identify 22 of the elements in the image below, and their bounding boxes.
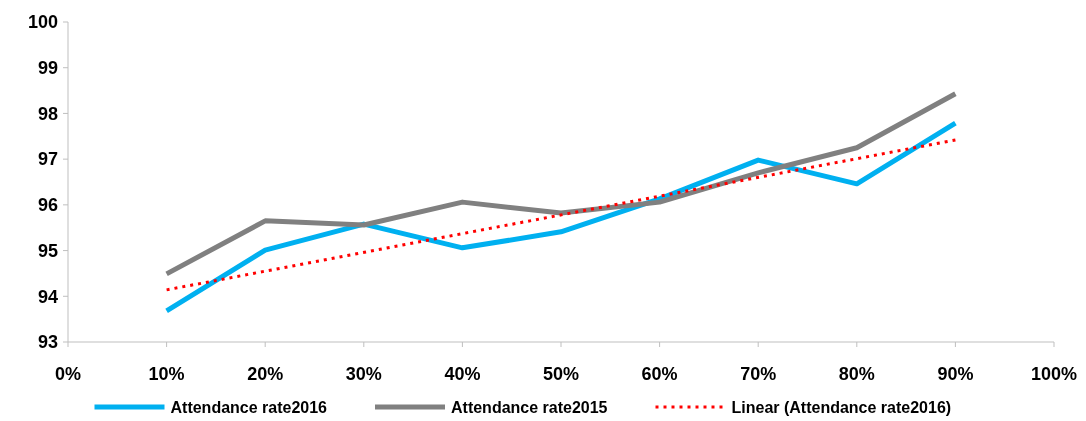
x-tick-label: 30%	[345, 364, 382, 384]
y-tick-label: 95	[37, 240, 58, 261]
x-tick-label: 10%	[148, 364, 185, 384]
y-tick-label: 96	[37, 195, 58, 216]
legend-label: Attendance rate2015	[451, 398, 608, 416]
x-tick-label: 80%	[838, 364, 875, 384]
y-tick-label: 100	[27, 12, 58, 33]
legend-label: Attendance rate2016	[170, 398, 328, 416]
x-tick-label: 60%	[641, 364, 678, 384]
y-tick-label: 98	[37, 103, 58, 124]
legend-label: Linear (Attendance rate2016)	[731, 398, 952, 416]
y-tick-label: 94	[37, 286, 58, 307]
y-tick-label: 93	[37, 332, 58, 353]
x-tick-label: 40%	[444, 364, 481, 384]
x-tick-label: 100%	[1030, 364, 1078, 384]
x-tick-label: 20%	[247, 364, 284, 384]
x-tick-label: 90%	[937, 364, 974, 384]
x-tick-label: 0%	[54, 364, 82, 384]
x-tick-label: 50%	[542, 364, 580, 384]
y-tick-label: 97	[37, 149, 58, 170]
x-tick-label: 70%	[740, 364, 777, 384]
y-tick-label: 99	[37, 58, 58, 79]
